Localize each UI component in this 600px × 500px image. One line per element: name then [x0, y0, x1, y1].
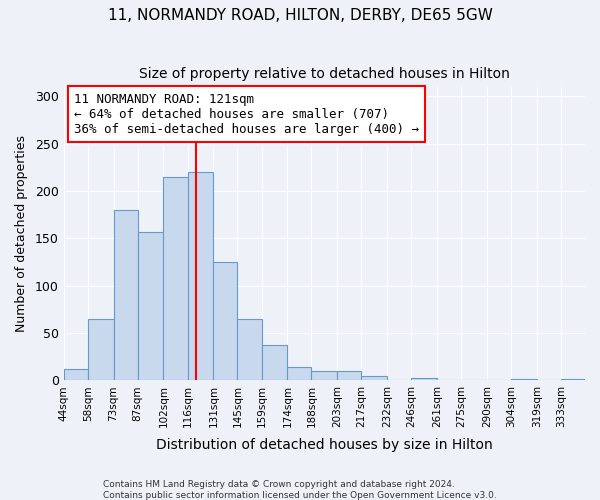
Bar — [238, 319, 262, 380]
Bar — [262, 346, 287, 380]
Bar — [511, 378, 537, 380]
Text: 11, NORMANDY ROAD, HILTON, DERBY, DE65 5GW: 11, NORMANDY ROAD, HILTON, DERBY, DE65 5… — [107, 8, 493, 22]
Bar — [361, 376, 387, 380]
Bar — [561, 378, 585, 380]
Bar — [64, 369, 88, 380]
X-axis label: Distribution of detached houses by size in Hilton: Distribution of detached houses by size … — [156, 438, 493, 452]
Bar — [311, 371, 337, 380]
Text: 11 NORMANDY ROAD: 121sqm
← 64% of detached houses are smaller (707)
36% of semi-: 11 NORMANDY ROAD: 121sqm ← 64% of detach… — [74, 92, 419, 136]
Bar — [411, 378, 437, 380]
Title: Size of property relative to detached houses in Hilton: Size of property relative to detached ho… — [139, 68, 510, 82]
Bar — [163, 177, 188, 380]
Text: Contains HM Land Registry data © Crown copyright and database right 2024.
Contai: Contains HM Land Registry data © Crown c… — [103, 480, 497, 500]
Bar — [337, 371, 361, 380]
Bar — [287, 367, 311, 380]
Bar — [113, 210, 137, 380]
Y-axis label: Number of detached properties: Number of detached properties — [15, 135, 28, 332]
Bar — [214, 262, 238, 380]
Bar — [137, 232, 163, 380]
Bar — [188, 172, 214, 380]
Bar — [88, 319, 113, 380]
